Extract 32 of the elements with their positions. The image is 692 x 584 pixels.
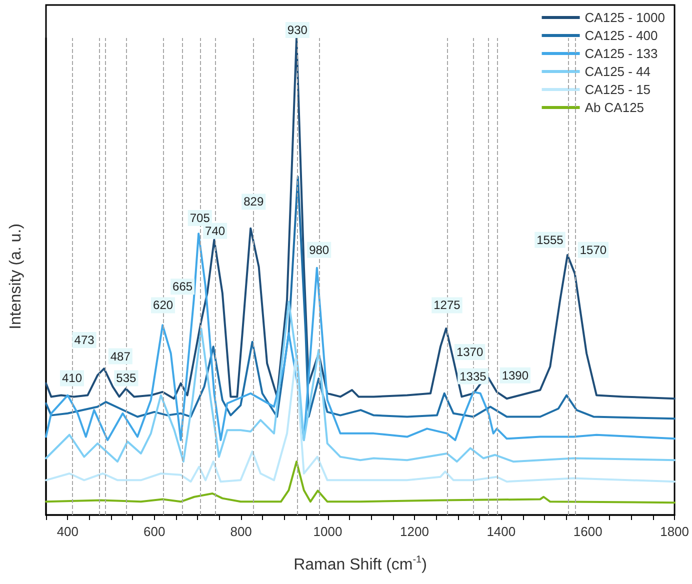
annotation: 1570 <box>580 242 607 257</box>
legend-label: CA125 - 44 <box>584 64 651 79</box>
x-tick-label: 1000 <box>313 524 342 539</box>
annotation: 1275 <box>434 298 461 312</box>
annotation: 930 <box>287 23 308 37</box>
x-tick-label: 1400 <box>486 524 516 539</box>
annotation: 1390 <box>502 368 529 382</box>
annotation: 829 <box>244 194 264 209</box>
legend-label: CA125 - 133 <box>584 46 658 61</box>
annotation: 740 <box>205 224 226 238</box>
legend-label: CA125 - 15 <box>584 82 651 97</box>
annotation: 535 <box>116 371 137 386</box>
x-tick-label: 400 <box>56 524 79 539</box>
x-tick-label: 600 <box>144 524 166 539</box>
annotation: 620 <box>153 298 174 312</box>
annotation: 473 <box>74 333 95 348</box>
annotation: 1555 <box>536 232 564 247</box>
annotation: 1370 <box>456 344 484 359</box>
annotation: 980 <box>309 242 330 257</box>
x-tick-label: 1200 <box>400 524 429 539</box>
annotation: 487 <box>110 349 131 364</box>
x-tick-label: 1600 <box>573 524 602 539</box>
annotation: 705 <box>190 210 210 225</box>
legend-label: Ab CA125 <box>584 100 644 115</box>
y-axis-title: Intensity (a. u.) <box>8 224 24 330</box>
legend-label: CA125 - 1000 <box>584 10 666 25</box>
x-tick-label: 1800 <box>660 524 689 539</box>
annotation: 1335 <box>460 369 487 384</box>
x-tick-label: 800 <box>230 524 252 539</box>
legend-label: CA125 - 400 <box>584 28 658 43</box>
annotation: 410 <box>62 371 82 386</box>
annotation: 665 <box>172 280 193 294</box>
